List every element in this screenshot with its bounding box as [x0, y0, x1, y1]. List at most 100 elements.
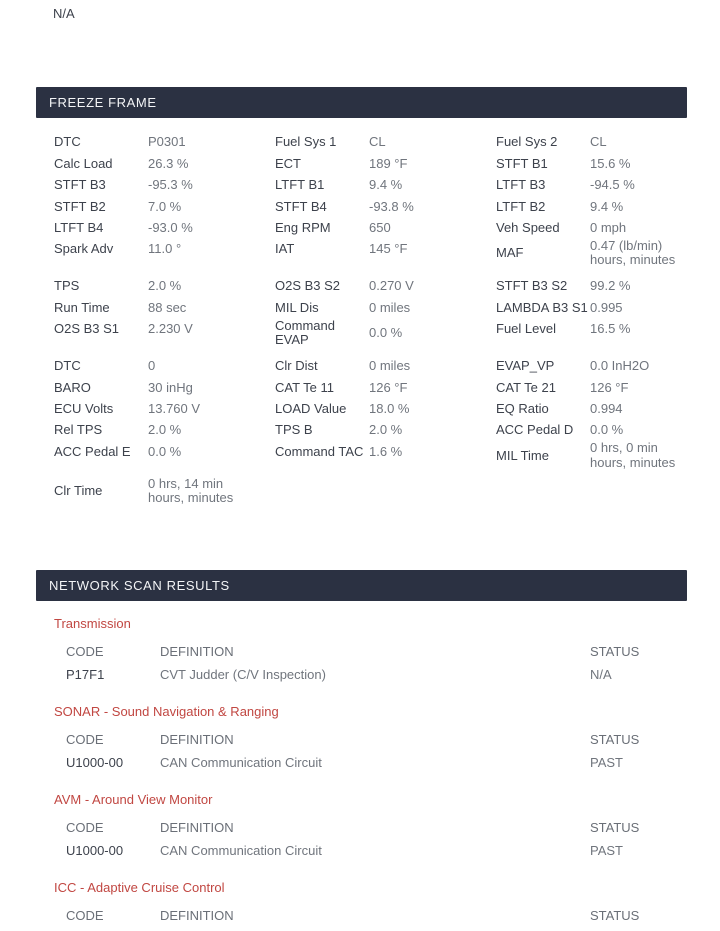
- parameter-value: 16.5 %: [590, 321, 631, 337]
- freeze-frame-row: STFT B2 7.0 %: [54, 196, 257, 217]
- top-status-text: N/A: [53, 6, 75, 21]
- freeze-frame-column: Fuel Sys 1 CL ECT 189 °F LTFT B1 9.4 % STFT B4…: [257, 132, 478, 268]
- parameter-label: ECT: [275, 155, 301, 171]
- parameter-value: 9.4 %: [590, 198, 624, 214]
- freeze-frame-row: LTFT B2 9.4 %: [496, 196, 687, 217]
- parameter-label: ACC Pedal D: [496, 422, 574, 438]
- definition-column-header: DEFINITION: [160, 819, 234, 835]
- parameter-value: -94.5 %: [590, 177, 635, 193]
- freeze-frame-row: Clr Time 0 hrs, 14 min hours, minutes: [54, 475, 257, 506]
- parameter-label: LTFT B4: [54, 220, 104, 235]
- freeze-frame-column: O2S B3 S2 0.270 V MIL Dis 0 miles Command EV…: [257, 276, 478, 348]
- parameter-label: Fuel Level: [496, 321, 556, 337]
- network-module: AVM - Around View Monitor CODE DEFINITION S…: [36, 792, 687, 862]
- freeze-frame-row: BARO 30 inHg: [54, 377, 257, 398]
- parameter-value: 650: [369, 220, 391, 235]
- parameter-label: STFT B1: [496, 155, 548, 171]
- dtc-status: N/A: [590, 666, 612, 682]
- freeze-frame-row: LTFT B3 -94.5 %: [496, 175, 687, 196]
- freeze-frame-row: TPS B 2.0 %: [275, 420, 478, 441]
- parameter-value: 126 °F: [369, 379, 408, 395]
- parameter-value: 145 °F: [369, 241, 408, 257]
- freeze-frame-row: DTC 0: [54, 356, 257, 377]
- network-scan-header-bar: NETWORK SCAN RESULTS: [36, 569, 687, 601]
- parameter-value: 0 miles: [369, 299, 411, 315]
- parameter-label: LAMBDA B3 S1: [496, 299, 588, 315]
- parameter-value: 18.0 %: [369, 400, 410, 416]
- dtc-definition: CAN Communication Circuit: [160, 754, 322, 770]
- freeze-frame-row: DTC P0301: [54, 132, 257, 153]
- parameter-value: 0.270 V: [369, 278, 414, 294]
- code-column-header: CODE: [66, 643, 104, 659]
- parameter-label: LTFT B1: [275, 177, 325, 193]
- freeze-frame-row: STFT B3 S2 99.2 %: [496, 276, 687, 297]
- parameter-label: BARO: [54, 379, 91, 395]
- definition-column-header: DEFINITION: [160, 907, 234, 923]
- parameter-label: TPS B: [275, 422, 313, 438]
- dtc-definition: CVT Judder (C/V Inspection): [160, 666, 326, 682]
- network-scan-body: Transmission CODE DEFINITION STATUS P17F1 CVT…: [36, 601, 687, 927]
- code-column-header: CODE: [66, 819, 104, 835]
- parameter-label: STFT B3: [54, 177, 106, 193]
- parameter-label: Command TAC: [275, 443, 364, 459]
- freeze-frame-row: Veh Speed 0 mph: [496, 218, 687, 239]
- freeze-frame-row: STFT B4 -93.8 %: [275, 196, 478, 217]
- freeze-frame-row: Clr Dist 0 miles: [275, 356, 478, 377]
- freeze-frame-header-bar: FREEZE FRAME: [36, 87, 687, 118]
- parameter-label: LTFT B2: [496, 198, 546, 214]
- dtc-code: P17F1: [66, 666, 105, 682]
- parameter-value: 0 hrs, 0 min hours, minutes: [590, 440, 676, 470]
- freeze-frame-row: STFT B3 -95.3 %: [54, 175, 257, 196]
- parameter-value: P0301: [148, 134, 186, 150]
- freeze-frame-row: TPS 2.0 %: [54, 276, 257, 297]
- freeze-frame-row: ACC Pedal D 0.0 %: [496, 420, 687, 441]
- parameter-value: 13.760 V: [148, 400, 201, 416]
- definition-column-header: DEFINITION: [160, 643, 234, 659]
- parameter-label: Calc Load: [54, 155, 113, 171]
- parameter-value: 189 °F: [369, 155, 408, 171]
- parameter-value: 0.0 %: [369, 324, 403, 340]
- module-name: Transmission: [54, 615, 131, 631]
- parameter-label: STFT B4: [275, 198, 327, 214]
- freeze-frame-column: DTC P0301 Calc Load 26.3 % STFT B3 -95.3 % STF…: [36, 132, 257, 268]
- parameter-label: EVAP_VP: [496, 358, 555, 374]
- parameter-value: 0.0 %: [148, 443, 182, 459]
- parameter-value: 0.995: [590, 299, 623, 315]
- parameter-value: CL: [590, 134, 607, 150]
- parameter-value: 2.0 %: [148, 422, 182, 438]
- freeze-frame-row: Command EVAP 0.0 %: [275, 318, 478, 348]
- code-column-header: CODE: [66, 907, 104, 923]
- parameter-value: 0.994: [590, 400, 623, 416]
- freeze-frame-row: CAT Te 11 126 °F: [275, 377, 478, 398]
- parameter-value: -95.3 %: [148, 177, 193, 193]
- parameter-value: 2.0 %: [369, 422, 403, 438]
- parameter-value: 2.230 V: [148, 321, 193, 337]
- parameter-value: 0 miles: [369, 358, 411, 374]
- freeze-frame-row: LTFT B4 -93.0 %: [54, 218, 257, 239]
- freeze-frame-body: DTC P0301 Calc Load 26.3 % STFT B3 -95.3 % STF…: [36, 118, 687, 506]
- freeze-frame-column: TPS 2.0 % Run Time 88 sec O2S B3 S1 2.230 V: [36, 276, 257, 348]
- parameter-value: 0 hrs, 14 min hours, minutes: [148, 475, 234, 506]
- parameter-label: STFT B2: [54, 198, 106, 214]
- parameter-value: 1.6 %: [369, 443, 403, 459]
- freeze-frame-group: DTC P0301 Calc Load 26.3 % STFT B3 -95.3 % STF…: [36, 132, 687, 268]
- code-column-header: CODE: [66, 731, 104, 747]
- parameter-value: 0.47 (lb/min) hours, minutes: [590, 237, 676, 268]
- parameter-label: CAT Te 21: [496, 379, 556, 395]
- parameter-value: 30 inHg: [148, 379, 193, 395]
- parameter-label: DTC: [54, 134, 81, 150]
- freeze-frame-column: Clr Dist 0 miles CAT Te 11 126 °F LOAD Value…: [257, 356, 478, 506]
- freeze-frame-row: EVAP_VP 0.0 InH2O: [496, 356, 687, 377]
- network-module: Transmission CODE DEFINITION STATUS P17F1 CVT…: [36, 616, 687, 686]
- freeze-frame-row: ECU Volts 13.760 V: [54, 399, 257, 420]
- status-column-header: STATUS: [590, 819, 640, 835]
- parameter-label: Eng RPM: [275, 220, 331, 235]
- parameter-value: 9.4 %: [369, 177, 403, 193]
- parameter-label: MIL Dis: [275, 299, 319, 315]
- freeze-frame-column: STFT B3 S2 99.2 % LAMBDA B3 S1 0.995 Fuel Le…: [478, 276, 687, 348]
- parameter-label: DTC: [54, 358, 81, 374]
- freeze-frame-row: Rel TPS 2.0 %: [54, 420, 257, 441]
- module-table-header: CODE DEFINITION STATUS: [36, 904, 687, 927]
- dtc-table-row: U1000-00 CAN Communication Circuit PAST: [36, 751, 687, 774]
- freeze-frame-row: IAT 145 °F: [275, 239, 478, 260]
